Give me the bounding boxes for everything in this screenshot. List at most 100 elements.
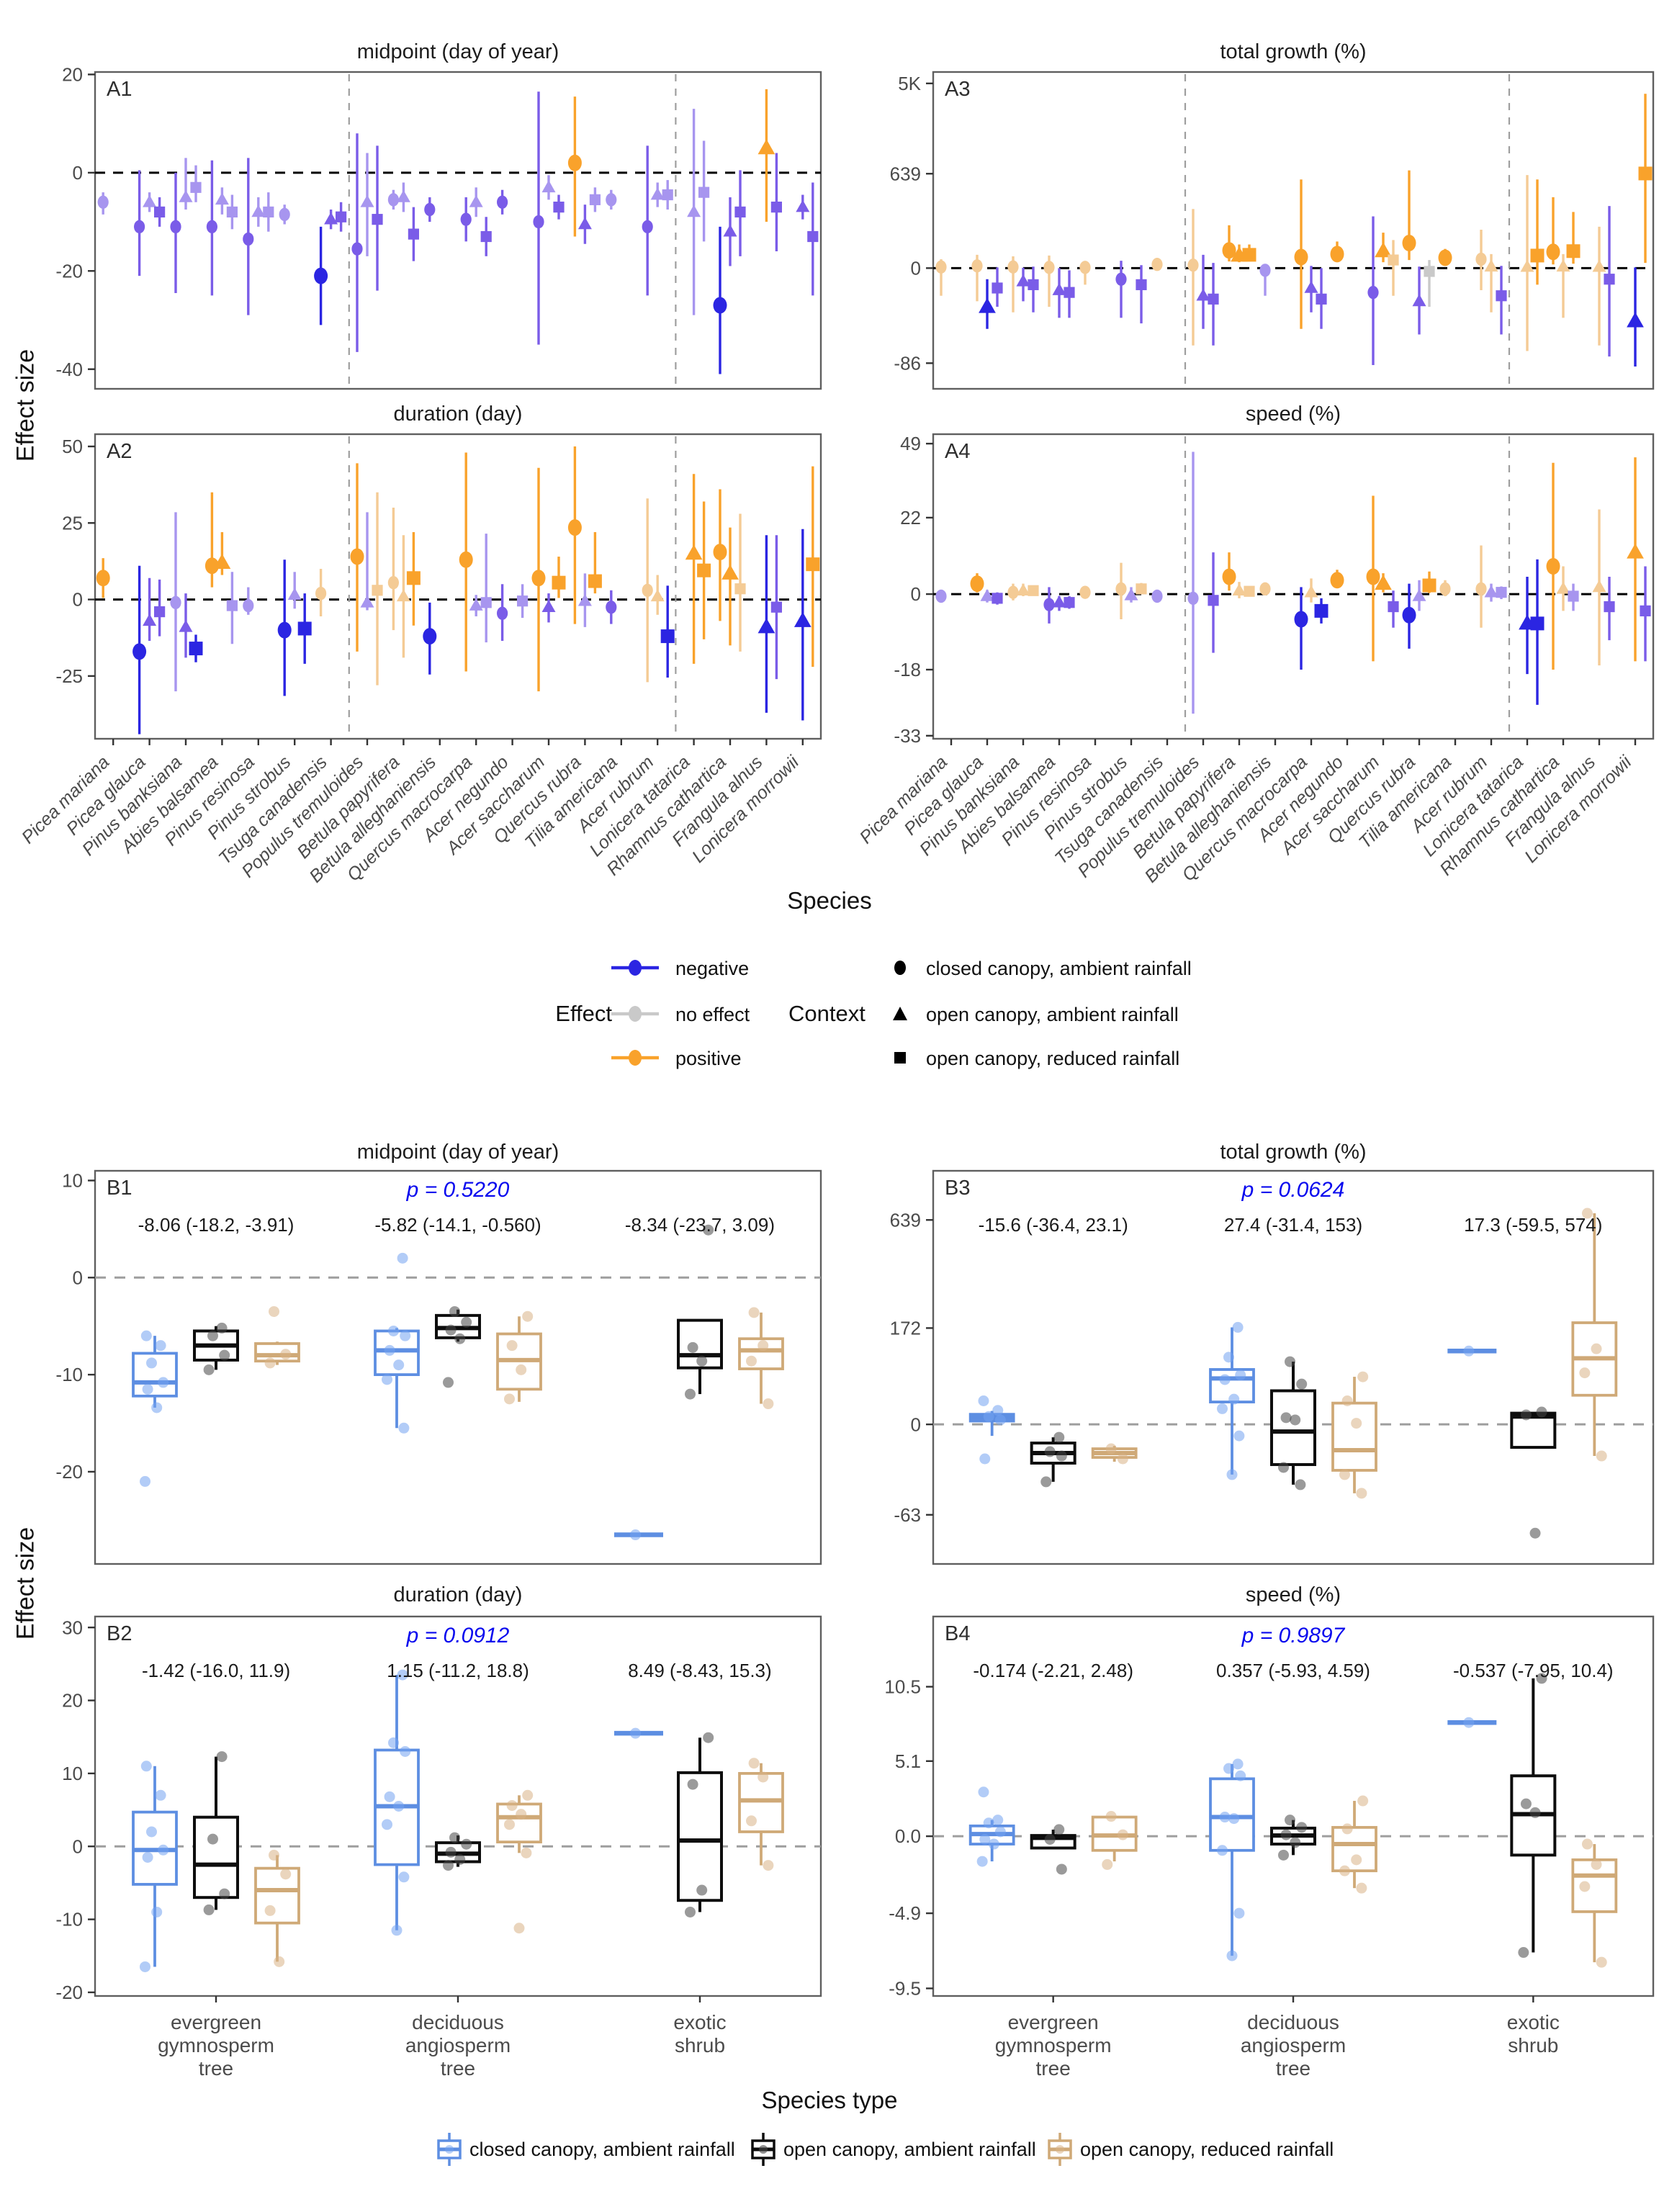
data-point <box>1223 1352 1234 1363</box>
legend-item-positive: positive <box>675 1048 742 1069</box>
point-square <box>1530 248 1545 263</box>
data-point <box>1579 1881 1591 1892</box>
point-circle <box>277 621 292 639</box>
point-circle <box>935 589 947 603</box>
point-triangle <box>1196 288 1210 301</box>
data-point <box>151 1906 163 1917</box>
point-circle <box>642 583 653 598</box>
data-point <box>398 1422 410 1434</box>
point-square <box>807 230 819 243</box>
point-circle <box>533 215 544 229</box>
panel-border <box>932 433 1655 740</box>
y-tick-label: 639 <box>890 163 921 184</box>
point-square <box>1604 274 1615 285</box>
data-point <box>146 1357 157 1369</box>
panel-title-a2: duration (day) <box>393 403 523 426</box>
y-tick-label: 49 <box>900 433 921 454</box>
point-circle <box>1115 272 1127 286</box>
point-triangle <box>1627 543 1644 559</box>
point-circle <box>1402 234 1416 251</box>
y-tick-label: 10 <box>62 1763 83 1784</box>
data-point <box>1228 1813 1240 1825</box>
annotation: -5.82 (-14.1, -0.560) <box>374 1214 541 1236</box>
data-point <box>264 1357 276 1369</box>
point-square <box>154 606 166 618</box>
y-tick-label: -10 <box>55 1909 83 1930</box>
point-circle <box>1367 285 1379 300</box>
data-point <box>400 1745 411 1757</box>
y-tick-label: -20 <box>55 260 83 282</box>
point-triangle <box>1484 585 1498 598</box>
data-point <box>1278 1849 1289 1861</box>
point-circle <box>1079 261 1091 274</box>
species-type-label: shrub <box>1508 2034 1558 2056</box>
point-triangle <box>1304 280 1318 293</box>
point-triangle <box>980 588 994 601</box>
point-circle <box>971 259 983 273</box>
point-circle <box>1043 261 1055 274</box>
data-point <box>1341 1395 1353 1407</box>
point-triangle <box>1592 259 1606 272</box>
data-point <box>983 1411 994 1422</box>
point-circle <box>1259 264 1271 277</box>
point-triangle <box>215 192 229 205</box>
point-circle <box>1438 249 1452 266</box>
point-circle <box>606 193 617 207</box>
data-point <box>1233 1430 1245 1442</box>
data-point <box>1280 1829 1292 1840</box>
data-point <box>445 1846 457 1858</box>
y-tick-label: 639 <box>890 1209 921 1231</box>
data-point <box>1117 1829 1128 1840</box>
box <box>738 1771 784 1833</box>
point-triangle <box>1592 580 1606 593</box>
legend-item-no-effect: no effect <box>675 1004 750 1025</box>
open-canopy-triangle-icon <box>893 1007 907 1020</box>
point-triangle <box>1484 259 1498 272</box>
y-tick-label: 0 <box>911 257 921 279</box>
data-point <box>504 1393 515 1405</box>
panel-title-b1: midpoint (day of year) <box>356 1141 559 1164</box>
point-circle <box>1546 243 1560 261</box>
point-square <box>1316 293 1327 305</box>
box <box>374 1329 420 1377</box>
annotation: 17.3 (-59.5, 574) <box>1464 1214 1603 1236</box>
panel-border <box>94 1169 822 1565</box>
panel-title-b4: speed (%) <box>1245 1583 1341 1606</box>
data-point <box>1040 1476 1052 1488</box>
data-point <box>140 1761 152 1772</box>
data-point <box>1285 1815 1295 1826</box>
data-point <box>1596 1450 1607 1462</box>
data-point <box>703 1732 714 1743</box>
point-triangle <box>757 139 775 155</box>
y-tick-label: -63 <box>894 1504 921 1526</box>
point-circle <box>243 598 254 613</box>
point-triangle <box>1052 595 1066 608</box>
point-circle <box>1366 568 1380 585</box>
point-triangle <box>287 588 302 600</box>
y-tick-label: 25 <box>62 512 83 534</box>
annotation: -15.6 (-36.4, 23.1) <box>978 1214 1128 1236</box>
data-point <box>384 1791 395 1802</box>
data-point <box>1529 1527 1541 1539</box>
point-circle <box>1151 589 1163 603</box>
data-point <box>203 1364 215 1375</box>
data-point <box>1226 1950 1238 1961</box>
p-value-b3: p = 0.0624 <box>1241 1178 1345 1202</box>
y-tick-label: 10 <box>62 1170 83 1192</box>
y-axis-label-b: Effect size <box>12 1527 40 1640</box>
data-point <box>384 1344 395 1356</box>
data-point <box>1228 1393 1240 1405</box>
data-point <box>1280 1412 1292 1424</box>
data-point <box>1529 1807 1541 1818</box>
y-tick-label: 50 <box>62 436 83 457</box>
y-tick-label: 0 <box>73 589 83 611</box>
point-circle <box>350 548 364 565</box>
data-point <box>746 1815 757 1827</box>
species-type-label: tree <box>1276 2057 1310 2080</box>
data-point <box>522 1789 534 1801</box>
point-triangle <box>179 189 193 202</box>
point-triangle <box>1375 242 1392 258</box>
point-triangle <box>577 217 592 230</box>
